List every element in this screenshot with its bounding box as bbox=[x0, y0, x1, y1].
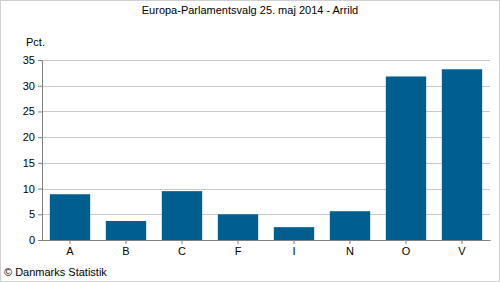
x-tick: C bbox=[178, 240, 186, 257]
x-tick-label: C bbox=[178, 245, 186, 257]
x-tick-mark bbox=[126, 240, 127, 244]
bar bbox=[106, 221, 146, 240]
x-tick-mark bbox=[182, 240, 183, 244]
x-tick-mark bbox=[350, 240, 351, 244]
y-tick-label: 10 bbox=[23, 183, 35, 195]
grid-line bbox=[42, 60, 490, 61]
y-tick: 35 bbox=[23, 54, 42, 66]
y-tick: 0 bbox=[29, 234, 42, 246]
x-tick-label: V bbox=[458, 245, 466, 257]
x-tick-mark bbox=[406, 240, 407, 244]
y-axis-line bbox=[42, 61, 43, 241]
x-tick: V bbox=[458, 240, 466, 257]
x-tick-label: O bbox=[402, 245, 411, 257]
x-tick: A bbox=[66, 240, 74, 257]
x-tick-label: F bbox=[235, 245, 242, 257]
y-tick-mark bbox=[38, 86, 42, 87]
y-tick-label: 30 bbox=[23, 80, 35, 92]
x-tick-label: N bbox=[346, 245, 354, 257]
x-tick-label: A bbox=[66, 245, 74, 257]
bar bbox=[442, 69, 482, 240]
y-tick-mark bbox=[38, 214, 42, 215]
x-tick-label: I bbox=[292, 245, 295, 257]
x-tick: B bbox=[122, 240, 129, 257]
y-tick-mark bbox=[38, 111, 42, 112]
y-tick-label: 0 bbox=[29, 234, 35, 246]
bar bbox=[218, 214, 258, 240]
y-tick: 30 bbox=[23, 80, 42, 92]
bar bbox=[330, 211, 370, 240]
y-tick-label: 15 bbox=[23, 157, 35, 169]
y-tick-mark bbox=[38, 60, 42, 61]
y-tick-mark bbox=[38, 137, 42, 138]
x-tick-mark bbox=[238, 240, 239, 244]
y-tick: 10 bbox=[23, 183, 42, 195]
x-tick-label: B bbox=[122, 245, 129, 257]
bar bbox=[162, 191, 202, 240]
x-tick: F bbox=[235, 240, 242, 257]
grid bbox=[42, 61, 490, 241]
y-tick: 20 bbox=[23, 131, 42, 143]
y-tick-label: 35 bbox=[23, 54, 35, 66]
y-tick: 15 bbox=[23, 157, 42, 169]
x-tick: N bbox=[346, 240, 354, 257]
y-tick: 25 bbox=[23, 105, 42, 117]
x-axis-line bbox=[43, 240, 491, 241]
source: © Danmarks Statistik bbox=[4, 266, 107, 278]
x-tick-mark bbox=[70, 240, 71, 244]
x-axis: ABCFINOV bbox=[43, 240, 491, 257]
bar bbox=[274, 227, 314, 240]
bar bbox=[386, 76, 426, 240]
y-tick-mark bbox=[38, 240, 42, 241]
x-tick: I bbox=[292, 240, 295, 257]
y-tick-label: 5 bbox=[29, 208, 35, 220]
title: Europa-Parlamentsvalg 25. maj 2014 - Arr… bbox=[142, 4, 358, 16]
y-axis: 0 5 10 15 20 25 30 35 bbox=[23, 54, 43, 246]
y-tick: 5 bbox=[29, 208, 42, 220]
bar bbox=[50, 194, 90, 240]
chart: Europa-Parlamentsvalg 25. maj 2014 - Arr… bbox=[0, 0, 500, 282]
y-axis-label: Pct. bbox=[26, 36, 45, 48]
y-tick-mark bbox=[38, 189, 42, 190]
x-tick-mark bbox=[294, 240, 295, 244]
y-tick-label: 20 bbox=[23, 131, 35, 143]
x-tick-mark bbox=[462, 240, 463, 244]
grid-line bbox=[42, 240, 490, 241]
y-tick-label: 25 bbox=[23, 105, 35, 117]
y-tick-mark bbox=[38, 163, 42, 164]
frame bbox=[1, 1, 500, 282]
bars bbox=[50, 69, 482, 240]
x-tick: O bbox=[402, 240, 411, 257]
